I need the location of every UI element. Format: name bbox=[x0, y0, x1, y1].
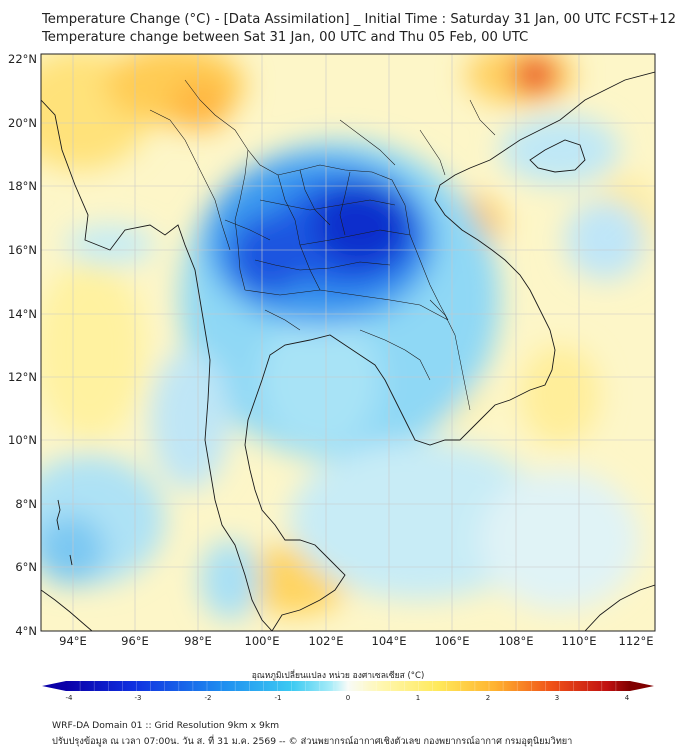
lat-tick-18: 18°N bbox=[8, 179, 37, 193]
cb-tick-minus1: -1 bbox=[275, 694, 282, 702]
map-subtitle: Temperature change between Sat 31 Jan, 0… bbox=[42, 30, 529, 45]
colorbar: -4 -3 -2 -1 0 1 2 3 4 bbox=[42, 681, 654, 702]
lat-tick-8: 8°N bbox=[15, 497, 37, 511]
lon-tick-112: 112°E bbox=[619, 634, 654, 648]
lon-tick-102: 102°E bbox=[309, 634, 344, 648]
lat-tick-20: 20°N bbox=[8, 116, 37, 130]
cb-tick-minus2: -2 bbox=[205, 694, 212, 702]
colorbar-gradient bbox=[66, 681, 630, 691]
lon-tick-96: 96°E bbox=[121, 634, 149, 648]
lon-tick-100: 100°E bbox=[245, 634, 280, 648]
triangle-left-icon bbox=[42, 681, 66, 691]
longitude-axis: 94°E 96°E 98°E 100°E 102°E 104°E 106°E 1… bbox=[59, 634, 653, 648]
lon-tick-94: 94°E bbox=[59, 634, 87, 648]
triangle-right-icon bbox=[630, 681, 654, 691]
cb-tick-minus3: -3 bbox=[135, 694, 142, 702]
temperature-field bbox=[41, 54, 655, 631]
admin-borders bbox=[149, 79, 496, 411]
lon-tick-98: 98°E bbox=[184, 634, 212, 648]
lon-tick-110: 110°E bbox=[562, 634, 597, 648]
lat-tick-12: 12°N bbox=[8, 370, 37, 384]
lon-tick-108: 108°E bbox=[499, 634, 534, 648]
lat-tick-6: 6°N bbox=[15, 560, 37, 574]
lat-tick-14: 14°N bbox=[8, 307, 37, 321]
lon-tick-106: 106°E bbox=[435, 634, 470, 648]
lon-tick-104: 104°E bbox=[372, 634, 407, 648]
latitude-axis: 22°N 20°N 18°N 16°N 14°N 12°N 10°N 8°N 6… bbox=[8, 52, 37, 638]
cb-tick-minus4: -4 bbox=[66, 694, 74, 702]
footer-model-info: WRF-DA Domain 01 :: Grid Resolution 9km … bbox=[52, 720, 280, 731]
cb-tick-3: 3 bbox=[555, 694, 559, 702]
coastlines bbox=[41, 71, 655, 631]
colorbar-label: อุณหภูมิเปลี่ยนแปลง หน่วย องศาเซลเซียส (… bbox=[251, 671, 425, 681]
footer-credit: ปรับปรุงข้อมูล ณ เวลา 07:00น. วัน ส. ที่… bbox=[52, 736, 573, 747]
lat-tick-4: 4°N bbox=[15, 624, 37, 638]
lat-tick-10: 10°N bbox=[8, 433, 37, 447]
plot-frame bbox=[40, 53, 656, 632]
cb-tick-2: 2 bbox=[486, 694, 490, 702]
cb-tick-1: 1 bbox=[416, 694, 420, 702]
lat-tick-22: 22°N bbox=[8, 52, 37, 66]
lat-tick-16: 16°N bbox=[8, 243, 37, 257]
map-title: Temperature Change (°C) - [Data Assimila… bbox=[42, 12, 676, 27]
cb-tick-0: 0 bbox=[346, 694, 350, 702]
graticule bbox=[41, 54, 655, 631]
cb-tick-4: 4 bbox=[625, 694, 630, 702]
